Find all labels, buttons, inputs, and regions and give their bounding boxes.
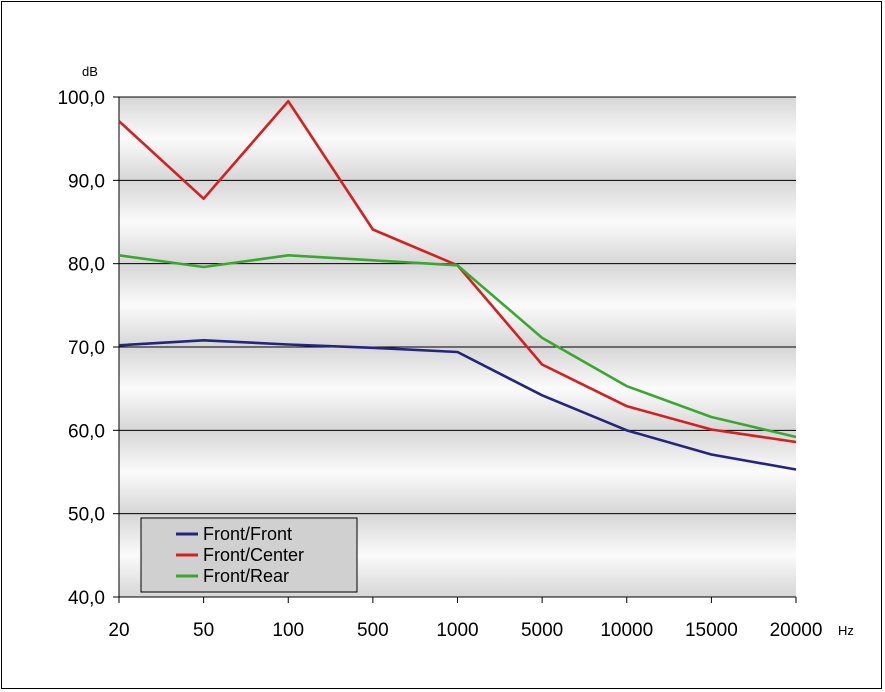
- x-tick-label: 100: [272, 620, 304, 641]
- x-tick-label: 15000: [685, 620, 738, 641]
- axes: [118, 97, 797, 603]
- y-axis-unit-label: dB: [82, 64, 98, 79]
- plot-band: [119, 430, 796, 514]
- y-tick-label: 50,0: [68, 505, 105, 526]
- y-tick-label: 60,0: [68, 421, 105, 442]
- plot-band: [119, 180, 796, 264]
- y-tick-label: 40,0: [68, 588, 105, 609]
- plot-area: [119, 97, 796, 597]
- plot-band: [119, 97, 796, 181]
- series-line-front-front: [118, 339, 797, 471]
- y-tick-label: 80,0: [68, 255, 105, 276]
- plot-band: [119, 263, 796, 347]
- x-tick-label: 1000: [436, 620, 478, 641]
- series-lines: [118, 99, 797, 471]
- legend-label: Front/Front: [203, 524, 292, 544]
- plot-band: [119, 347, 796, 431]
- x-tick-label: 20000: [770, 620, 823, 641]
- y-tick-label: 90,0: [68, 171, 105, 192]
- x-tick-label: 5000: [521, 620, 563, 641]
- x-tick-label: 20: [108, 620, 129, 641]
- y-tick-label: 70,0: [68, 338, 105, 359]
- legend-label: Front/Rear: [203, 566, 289, 586]
- x-axis-unit-label: Hz: [838, 623, 854, 638]
- y-tick-labels: 40,0 50,0 60,0 70,0 80,0 90,0 100,0: [57, 88, 105, 609]
- x-tick-label: 500: [357, 620, 389, 641]
- x-tick-label: 50: [193, 620, 214, 641]
- y-tick-label: 100,0: [57, 88, 105, 109]
- series-line-front-rear: [118, 254, 797, 439]
- x-tick-label: 10000: [600, 620, 653, 641]
- legend-label: Front/Center: [203, 545, 304, 565]
- x-tick-labels: 20 50 100 500 1000 5000 10000 15000 20000: [108, 620, 822, 641]
